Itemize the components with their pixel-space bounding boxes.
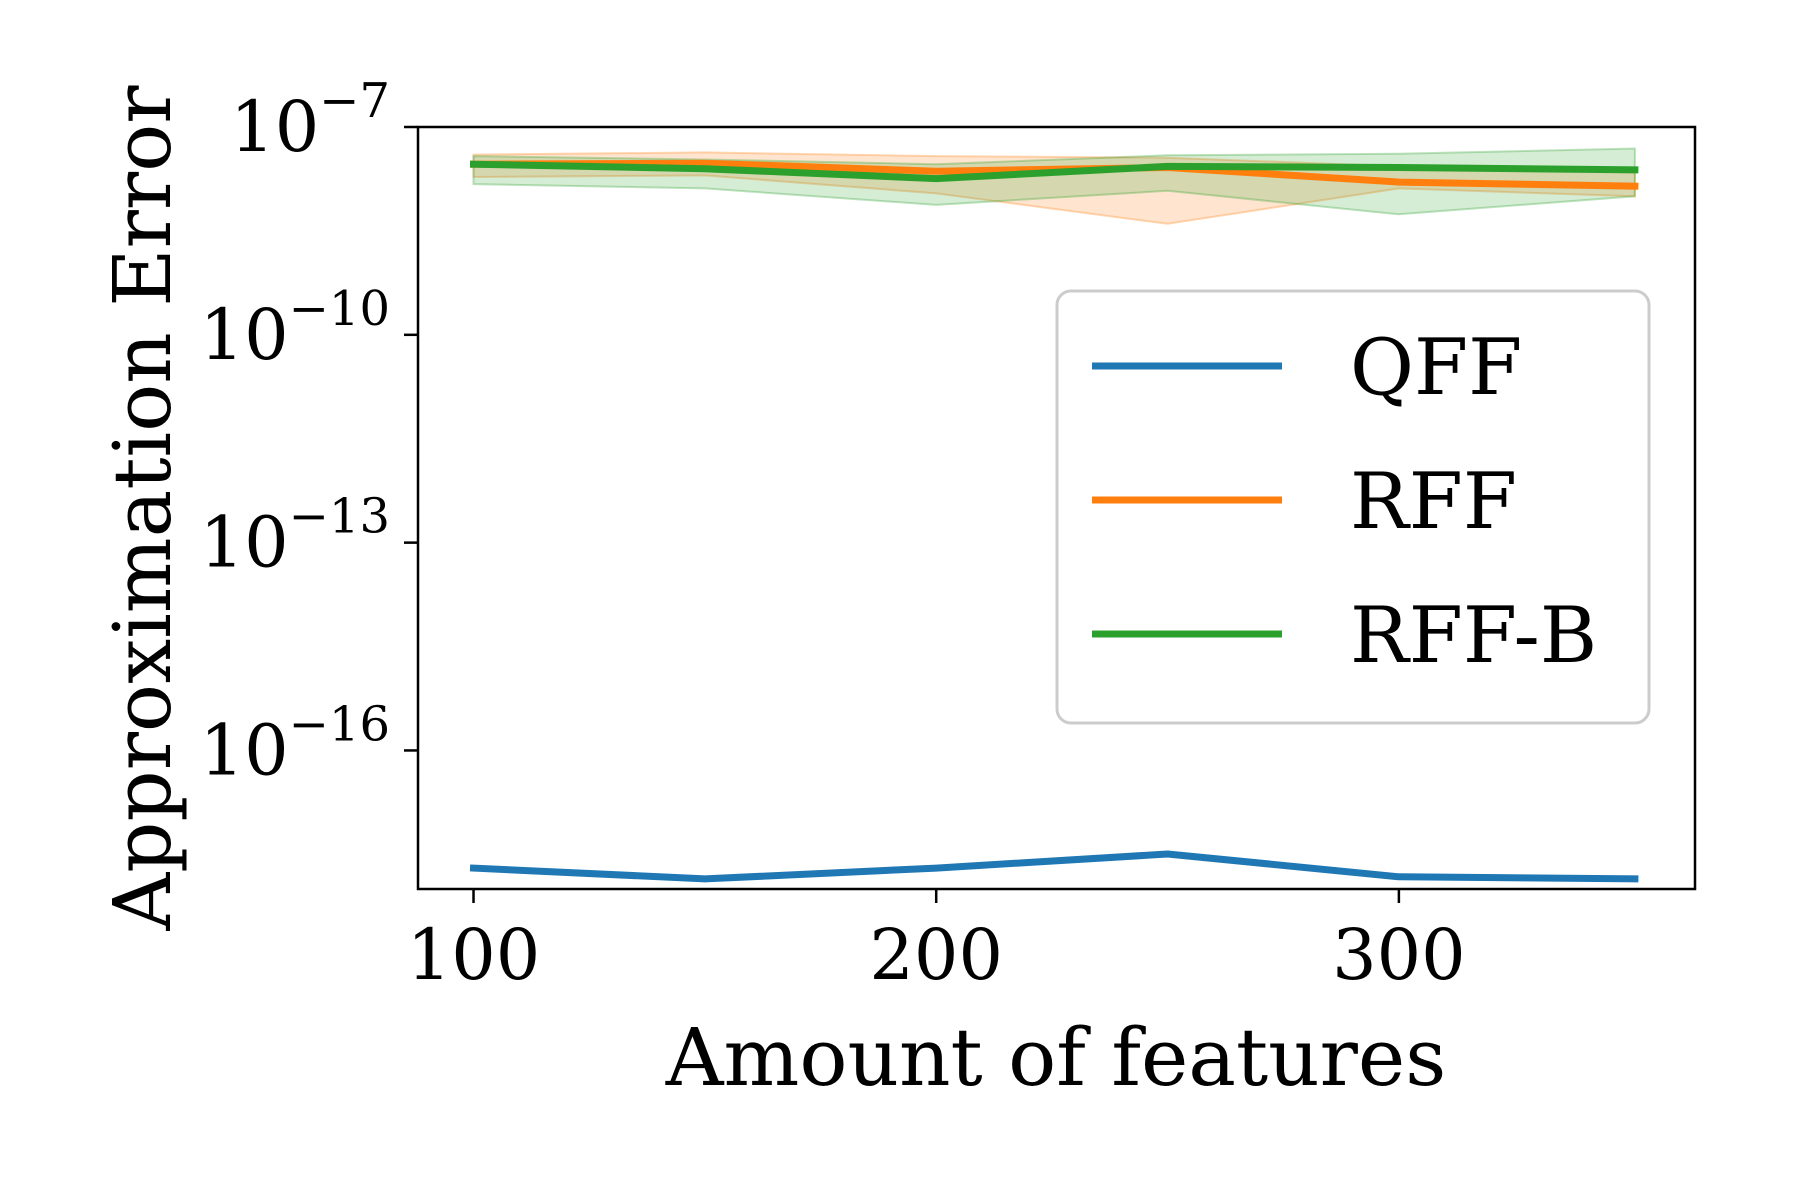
line-rff-b [469, 160, 1639, 183]
x-tick-label: 300 [1332, 914, 1466, 996]
point-rff-b [1634, 169, 1635, 170]
point-rff [936, 171, 937, 172]
legend: QFF RFF RFF-B [1055, 289, 1651, 725]
y-tick-exponent: −7 [319, 73, 390, 129]
series-lines [469, 159, 1639, 883]
point-rff [704, 163, 705, 164]
y-tick-label: 10−10 [200, 281, 390, 376]
line-qff [469, 850, 1639, 883]
point-rff [1634, 186, 1635, 187]
point-qff [1398, 876, 1399, 877]
point-rff [1398, 182, 1399, 183]
legend-label-qff: QFF [1350, 323, 1522, 413]
series-qff [469, 850, 1639, 883]
y-tick-label: 10−13 [200, 489, 390, 584]
point-rff-b [704, 168, 705, 169]
legend-box [1055, 289, 1651, 725]
point-qff [1634, 878, 1635, 879]
legend-label-rff-b: RFF-B [1350, 591, 1597, 681]
point-rff-b [1167, 166, 1168, 167]
y-tick-base: 10 [200, 502, 289, 584]
y-tick-base: 10 [230, 86, 319, 168]
plot-area-frame [416, 125, 1697, 891]
x-tick-label: 200 [869, 914, 1003, 996]
y-axis-label: Approximation Error [96, 85, 189, 932]
y-tick-label: 10−16 [200, 696, 390, 791]
series-rff-b [469, 160, 1639, 183]
x-tick-label: 100 [407, 914, 541, 996]
point-qff [936, 868, 937, 869]
legend-label-rff: RFF [1350, 457, 1517, 547]
y-tick-base: 10 [200, 709, 289, 791]
y-tick-exponent: −10 [289, 281, 390, 337]
point-qff [704, 878, 705, 879]
x-axis-label: Amount of features [665, 1011, 1447, 1104]
y-tick-exponent: −13 [289, 489, 390, 545]
y-tick-label: 10−7 [230, 73, 390, 168]
point-rff-b [936, 178, 937, 179]
y-tick-exponent: −16 [289, 696, 390, 752]
point-rff-b [473, 164, 474, 165]
point-qff [1167, 854, 1168, 855]
x-axis-ticks: 100 200 300 [407, 889, 1466, 996]
y-tick-base: 10 [200, 294, 289, 376]
point-rff-b [1398, 167, 1399, 168]
point-qff [473, 868, 474, 869]
